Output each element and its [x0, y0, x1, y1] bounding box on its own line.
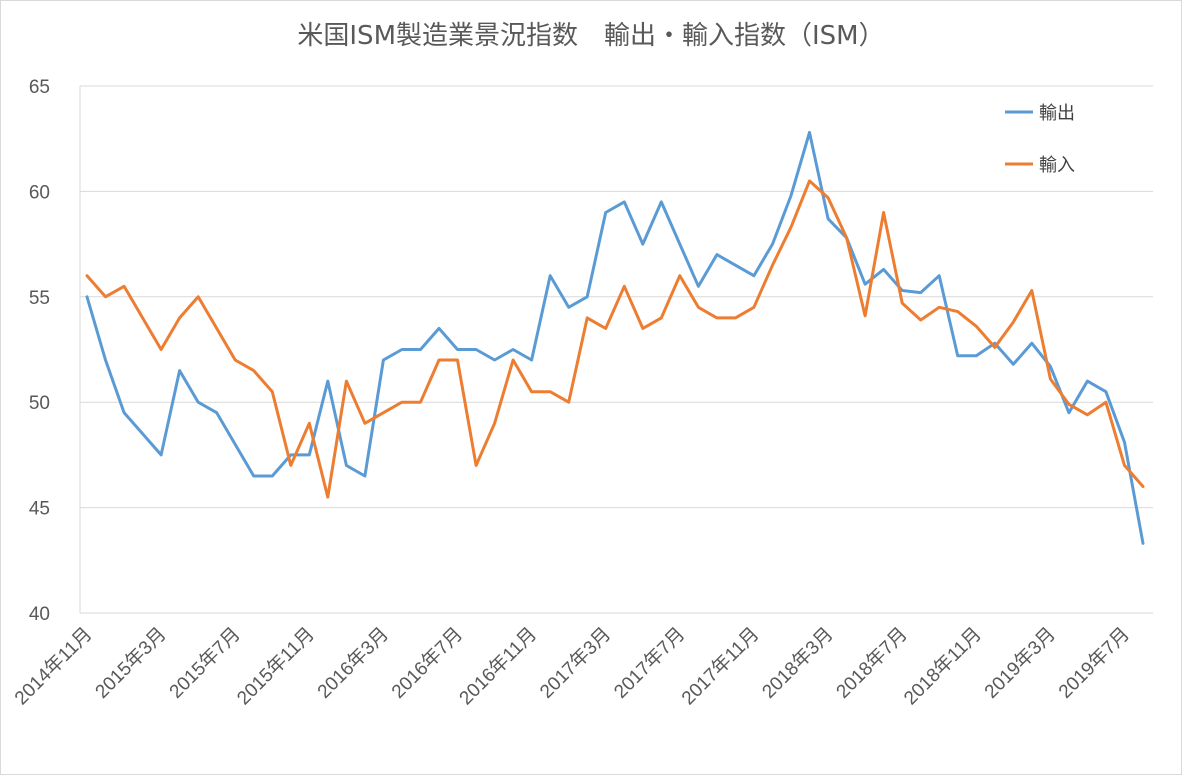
y-tick-label: 45	[29, 499, 50, 520]
y-axis: 40 45 50 55 60 65	[29, 77, 50, 625]
legend-label: 輸入	[1039, 155, 1075, 176]
x-tick-label: 2015年11月	[233, 623, 319, 709]
y-tick-label: 65	[29, 77, 50, 98]
x-tick-label: 2019年7月	[1054, 623, 1134, 703]
x-tick-label: 2016年7月	[387, 623, 467, 703]
x-tick-label: 2017年11月	[677, 623, 763, 709]
x-tick-label: 2018年7月	[832, 623, 912, 703]
x-tick-label: 2019年3月	[980, 623, 1060, 703]
series-line-import	[85, 179, 1145, 499]
x-tick-label: 2015年3月	[91, 623, 171, 703]
legend-label: 輸出	[1039, 103, 1075, 124]
x-tick-label: 2017年7月	[610, 623, 690, 703]
y-tick-label: 55	[29, 288, 50, 309]
gridlines	[79, 85, 1153, 614]
x-tick-label: 2014年11月	[10, 623, 96, 709]
x-axis: 2014年11月2015年3月2015年7月2015年11月2016年3月201…	[10, 623, 1134, 709]
x-tick-label: 2018年3月	[758, 623, 838, 703]
chart-title: 米国ISM製造業景況指数 輸出・輸入指数（ISM）	[297, 21, 885, 51]
x-tick-label: 2017年3月	[535, 623, 615, 703]
series-lines	[85, 130, 1145, 545]
y-tick-label: 50	[29, 393, 50, 414]
y-tick-label: 60	[29, 182, 50, 203]
x-tick-label: 2016年11月	[455, 623, 541, 709]
y-tick-label: 40	[29, 604, 50, 625]
x-tick-label: 2016年3月	[313, 623, 393, 703]
x-tick-label: 2015年7月	[165, 623, 245, 703]
x-tick-label: 2018年11月	[900, 623, 986, 709]
series-line-export	[85, 130, 1145, 545]
